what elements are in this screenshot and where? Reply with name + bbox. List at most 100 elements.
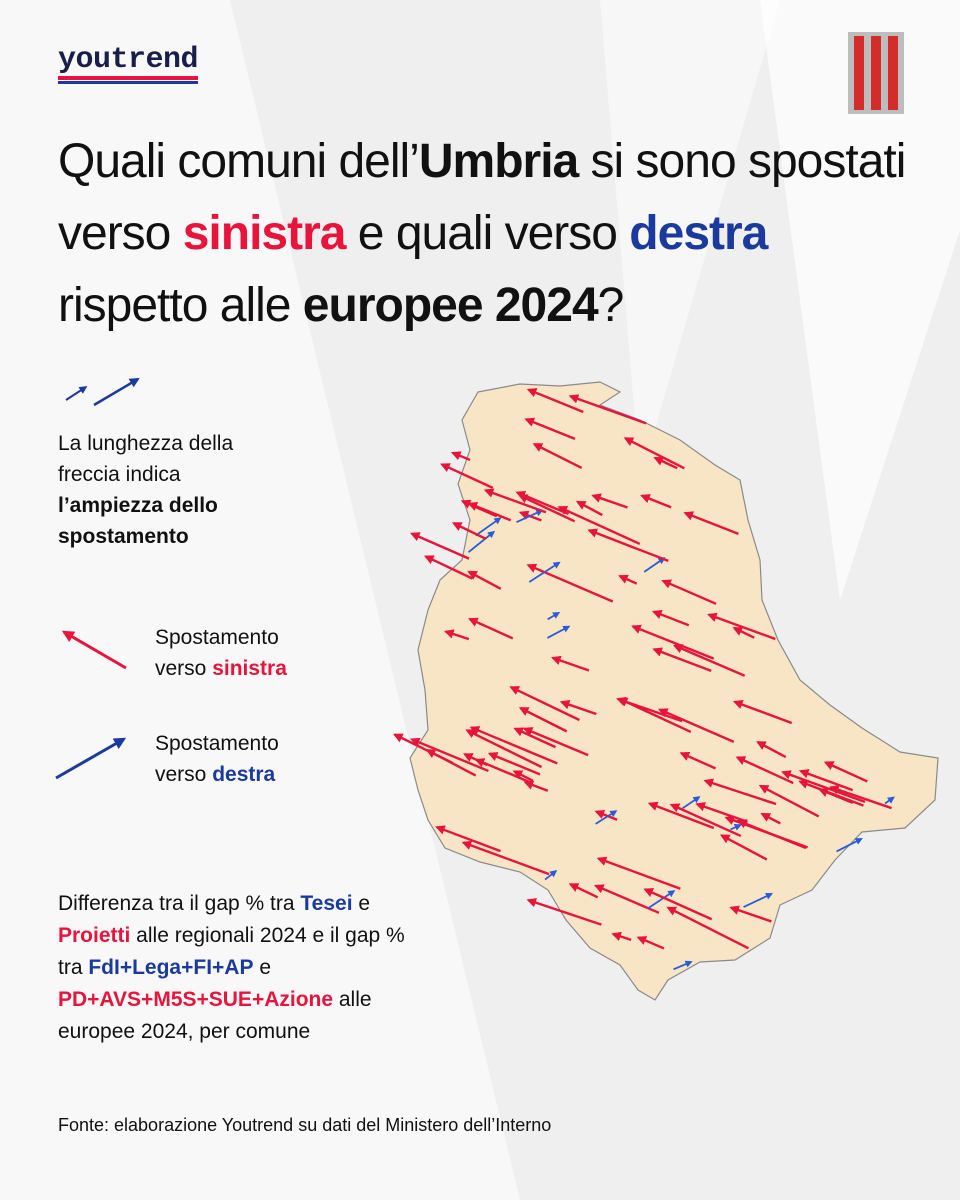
title-part: destra [629, 207, 768, 260]
arrow-left [623, 437, 685, 470]
arrow-left [587, 528, 669, 563]
arrow-left [450, 451, 471, 462]
title-part: europee 2024 [302, 279, 599, 332]
arrow-left [526, 388, 584, 414]
arrow-left [640, 494, 672, 509]
legend-left: Spostamento verso sinistra [155, 622, 325, 684]
arrow-left [512, 770, 534, 782]
arrow-right [544, 870, 558, 881]
arrow-left [518, 707, 568, 733]
arrow-right [516, 509, 544, 524]
note-part: l’ampiezza dello spostamento [58, 494, 218, 548]
arrow-right [836, 838, 863, 853]
arrow-left [618, 574, 638, 585]
arrow-left [410, 532, 470, 560]
arrow-left [661, 579, 717, 605]
arrow-left [559, 700, 597, 716]
arrow-left [672, 644, 746, 677]
arrow-right [673, 960, 693, 971]
arrow-left [829, 785, 892, 810]
arrow-left [591, 493, 628, 509]
title-part: Umbria [418, 135, 579, 188]
legend-arrow-right [55, 737, 127, 780]
arrow-left [616, 696, 683, 723]
arrow-left [435, 825, 501, 853]
legend-text: sinistra [212, 657, 287, 680]
arrow-left [695, 802, 748, 824]
arrow-left [593, 884, 660, 914]
arrow-left [729, 905, 772, 923]
arrow-left [596, 856, 681, 890]
arrow-left [594, 809, 618, 821]
arrow-left [462, 753, 488, 767]
arrow-right [730, 824, 742, 831]
length-note: La lunghezza della freccia indica l’ampi… [58, 428, 278, 552]
arrow-right [647, 890, 676, 909]
arrow-left [703, 778, 777, 806]
bg-shape [600, 0, 780, 480]
legend-arrow-left [61, 630, 127, 670]
emblem-stripe [871, 36, 881, 110]
emblem [848, 32, 904, 114]
arrow-left [669, 803, 742, 838]
arrow-left [526, 563, 614, 603]
arrow-left [518, 494, 576, 523]
arrows [393, 388, 895, 971]
arrow-left [513, 727, 557, 749]
legend-text: destra [212, 763, 276, 786]
arrow-left [461, 840, 550, 876]
desc-part: FdI+Lega+FI+AP [88, 956, 254, 979]
arrow-left [483, 488, 547, 514]
arrow-left [440, 463, 494, 489]
desc-part: alle regionali 2024 e il gap % tra [58, 924, 405, 979]
arrow-left [524, 417, 576, 441]
arrow-left [611, 931, 632, 942]
title: Quali comuni dell’Umbria si sono spostat… [58, 126, 918, 342]
arrow-left [568, 394, 647, 425]
arrow-right [546, 625, 571, 639]
arrow-left [468, 617, 514, 640]
arrow-left [467, 570, 502, 590]
arrow-left [523, 780, 549, 792]
desc-part: Differenza tra il gap % tra [58, 892, 301, 915]
desc-part: e [352, 892, 371, 915]
arrow-left [487, 752, 541, 776]
arrow-left [557, 506, 641, 546]
arrow-left [467, 501, 512, 522]
arrow-left [425, 749, 477, 777]
emblem-stripe [854, 36, 864, 110]
title-part: Quali comuni dell’ [58, 135, 420, 188]
arrow-left [732, 699, 793, 725]
arrow-left [758, 784, 820, 818]
arrow-left [719, 834, 768, 861]
arrow-left [568, 883, 599, 899]
arrow-right [743, 892, 774, 908]
arrow-left [443, 629, 470, 641]
arrow-left [798, 769, 854, 792]
arrow-left [683, 511, 739, 535]
arrow-left [465, 729, 543, 769]
arrow-left [551, 655, 590, 672]
arrow-left [575, 500, 603, 517]
title-part: sinistra [182, 207, 347, 260]
desc-part: alle europee 2024, per comune [58, 988, 372, 1043]
arrow-left [756, 741, 787, 759]
arrow-left [653, 456, 678, 470]
legend-text: Spostamento verso [155, 626, 279, 680]
arrow-left [636, 936, 665, 950]
arrow-right [467, 530, 496, 553]
arrow-left [818, 787, 854, 804]
title-part: rispetto alle [58, 279, 303, 332]
arrow-right [643, 557, 666, 573]
arrow-left [532, 443, 583, 469]
legend-arrow-small [65, 386, 88, 401]
emblem-stripe [888, 36, 898, 110]
source: Fonte: elaborazione Youtrend su dati del… [58, 1115, 552, 1135]
title-part: si sono spostati verso [58, 135, 906, 260]
arrow-left [760, 812, 781, 825]
arrow-left [647, 801, 715, 830]
arrow-left [781, 770, 866, 804]
arrow-left [526, 898, 602, 926]
